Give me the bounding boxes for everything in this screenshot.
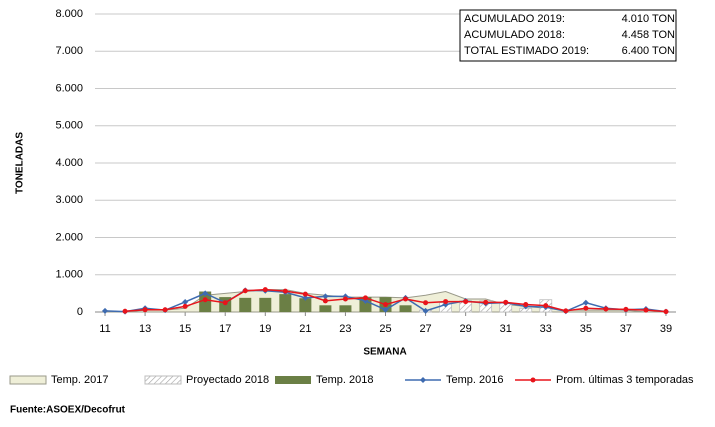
marker — [483, 299, 489, 305]
marker — [222, 300, 228, 306]
annotation-label: ACUMULADO 2018: — [464, 29, 565, 41]
x-tick-label: 11 — [99, 323, 110, 335]
marker — [362, 295, 368, 301]
marker — [563, 308, 569, 314]
bar — [399, 305, 412, 312]
y-tick-label: 6.000 — [55, 82, 83, 94]
legend-marker — [420, 377, 426, 383]
line — [124, 288, 667, 313]
legend-label: Temp. 2017 — [51, 374, 108, 386]
marker — [322, 293, 329, 300]
bar — [259, 297, 272, 312]
legend-swatch — [275, 376, 311, 384]
y-tick-label: 1.000 — [55, 269, 83, 281]
x-tick-label: 33 — [540, 323, 552, 335]
legend-swatch — [9, 375, 47, 385]
marker — [182, 298, 189, 305]
marker — [422, 307, 429, 314]
y-tick-label: 5.000 — [55, 120, 83, 132]
x-tick-label: 23 — [339, 323, 351, 335]
bar — [299, 298, 312, 312]
y-tick-label: 4.000 — [55, 157, 83, 169]
marker — [282, 288, 288, 294]
annotation-label: ACUMULADO 2019: — [464, 13, 565, 25]
x-tick-label: 39 — [660, 323, 672, 335]
marker — [543, 303, 549, 309]
y-tick-label: 2.000 — [55, 231, 83, 243]
bar — [279, 294, 292, 312]
x-axis-title: SEMANA — [363, 347, 406, 358]
annotation-value: 6.400 TON — [622, 45, 675, 57]
marker — [242, 288, 248, 294]
x-tick-label: 19 — [259, 323, 271, 335]
marker — [603, 306, 609, 312]
annotation-box — [459, 9, 677, 62]
y-tick-label: 3.000 — [55, 194, 83, 206]
x-tick-label: 29 — [460, 323, 472, 335]
marker — [523, 302, 529, 308]
legend-label: Temp. 2016 — [446, 374, 503, 386]
marker — [142, 307, 148, 313]
source: Fuente:ASOEX/Decofrut — [10, 405, 126, 416]
marker — [262, 287, 268, 293]
marker — [302, 294, 309, 301]
marker — [583, 305, 589, 311]
bar — [339, 305, 352, 312]
bar — [319, 305, 332, 312]
x-tick-label: 27 — [419, 323, 431, 335]
marker — [503, 299, 509, 305]
x-tick-label: 25 — [379, 323, 391, 335]
x-tick-label: 35 — [580, 323, 592, 335]
marker — [463, 299, 469, 305]
marker — [623, 306, 629, 312]
marker — [302, 291, 308, 297]
marker — [663, 309, 669, 315]
marker — [383, 302, 388, 308]
annotation-label: TOTAL ESTIMADO 2019: — [464, 45, 589, 57]
marker — [202, 290, 209, 297]
marker — [643, 307, 649, 313]
x-tick-label: 37 — [620, 323, 632, 335]
y-tick-label: 0 — [77, 306, 83, 318]
marker — [162, 307, 168, 313]
marker — [322, 298, 328, 304]
legend-label: Proyectado 2018 — [186, 374, 269, 386]
y-axis-title: TONELADAS — [15, 132, 26, 194]
legend-label: Prom. últimas 3 temporadas — [556, 374, 694, 386]
annotation-value: 4.010 TON — [622, 13, 675, 25]
x-tick-label: 15 — [179, 323, 191, 335]
marker — [423, 300, 429, 306]
x-tick-label: 17 — [219, 323, 231, 335]
marker — [182, 303, 188, 309]
bar — [239, 297, 252, 312]
marker — [582, 299, 589, 306]
marker — [202, 297, 208, 303]
legend-label: Temp. 2018 — [316, 374, 373, 386]
y-tick-label: 7.000 — [55, 45, 83, 57]
legend-swatch — [144, 375, 182, 385]
marker — [382, 306, 389, 313]
x-tick-label: 13 — [139, 323, 151, 335]
x-tick-label: 31 — [500, 323, 512, 335]
marker — [342, 296, 348, 302]
y-tick-label: 8.000 — [55, 8, 83, 20]
x-tick-label: 21 — [299, 323, 311, 335]
annotation-value: 4.458 TON — [622, 29, 675, 41]
legend-marker — [530, 377, 536, 383]
marker — [122, 308, 128, 314]
marker — [443, 299, 449, 305]
marker — [102, 307, 109, 314]
marker — [403, 296, 409, 302]
